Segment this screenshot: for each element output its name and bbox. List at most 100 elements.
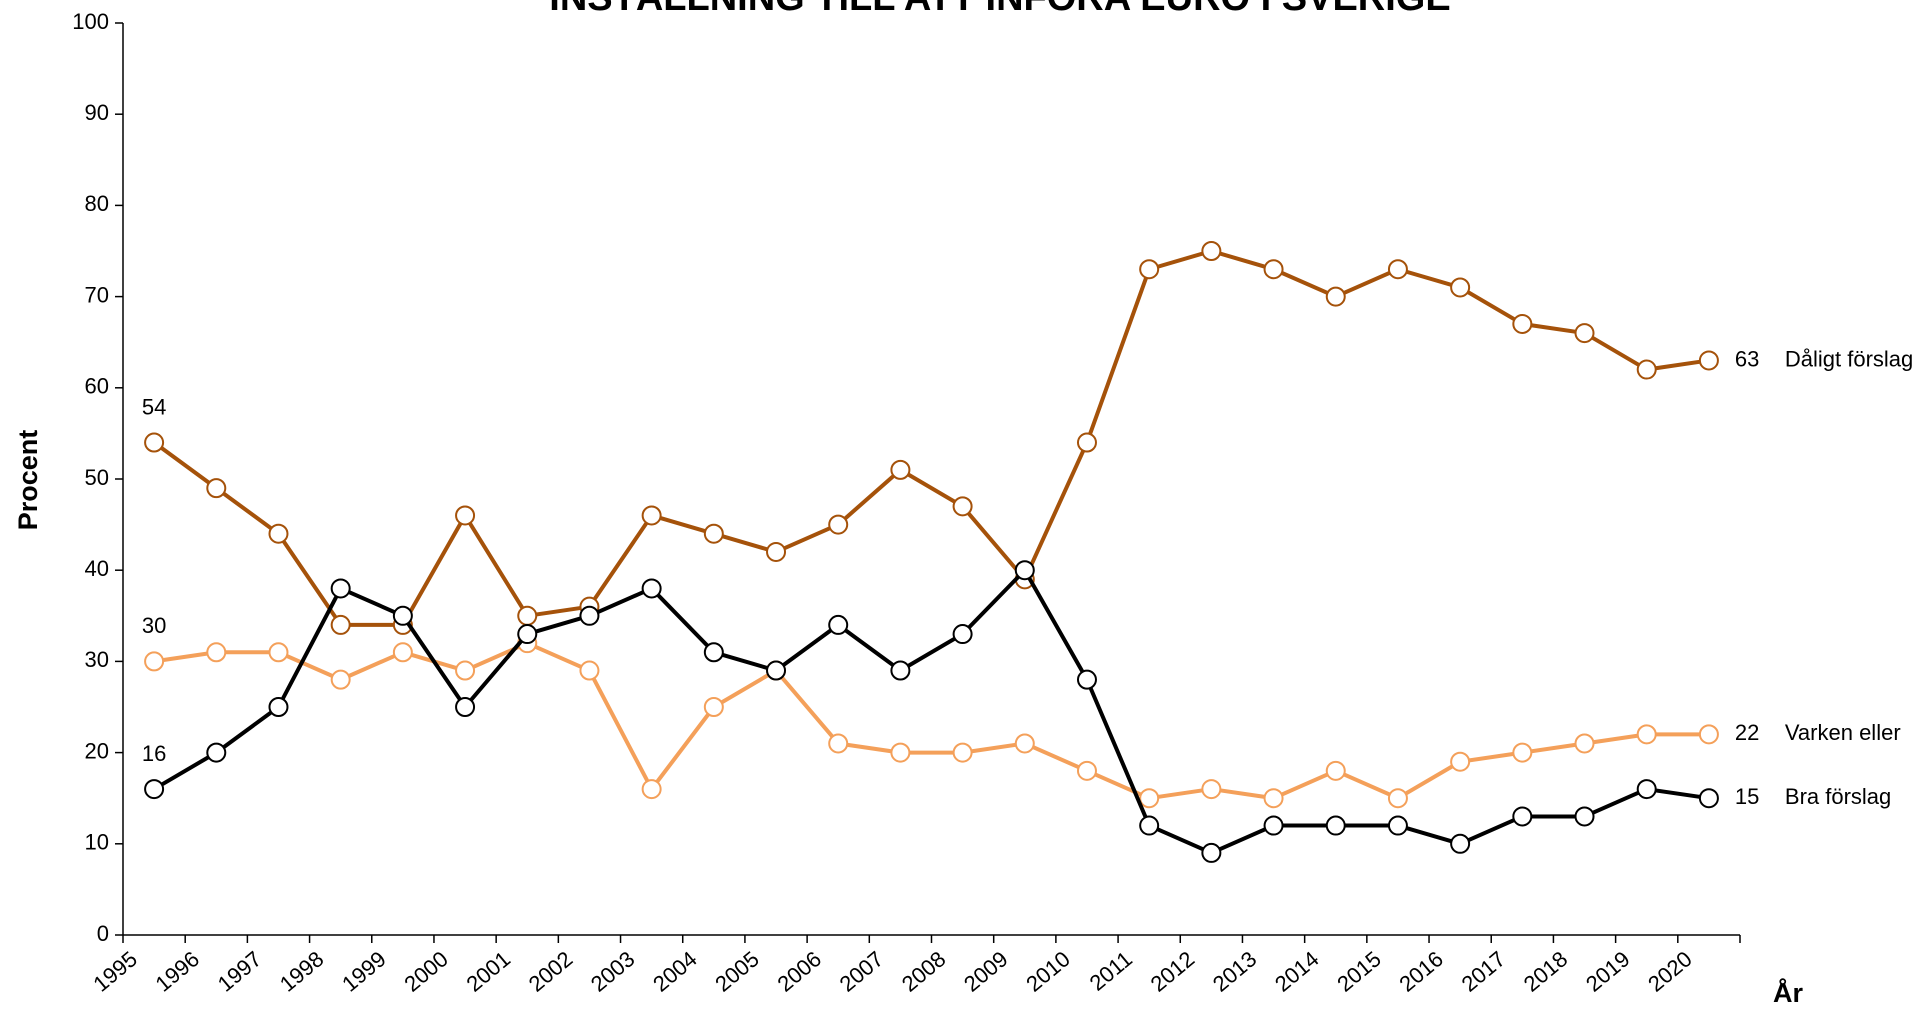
point <box>1263 788 1284 809</box>
point <box>455 660 476 681</box>
point <box>1698 788 1719 809</box>
point <box>1450 751 1471 772</box>
x-tick-label: 2005 <box>710 946 764 997</box>
x-tick-label: 2004 <box>648 946 702 997</box>
point <box>1076 760 1097 781</box>
y-tick-label: 60 <box>85 374 109 399</box>
value-label: 22 <box>1735 720 1759 745</box>
y-tick-label: 10 <box>85 830 109 855</box>
point <box>1014 560 1035 581</box>
point <box>641 505 662 526</box>
point <box>1076 669 1097 690</box>
x-tick-label: 2003 <box>586 946 640 997</box>
x-tick-label: 1998 <box>275 946 329 997</box>
x-tick-label: 2011 <box>1085 946 1137 996</box>
point <box>1574 323 1595 344</box>
point <box>517 624 538 645</box>
point <box>1201 779 1222 800</box>
point <box>952 624 973 645</box>
point <box>268 642 289 663</box>
point <box>766 541 787 562</box>
point <box>1698 724 1719 745</box>
point <box>890 660 911 681</box>
y-tick-label: 30 <box>85 647 109 672</box>
legend-label: Bra förslag <box>1785 784 1891 809</box>
x-axis-title: År <box>1773 977 1803 1008</box>
x-tick-label: 2007 <box>835 946 889 997</box>
point <box>1139 815 1160 836</box>
x-tick-label: 1995 <box>88 946 142 997</box>
point <box>392 642 413 663</box>
point <box>144 779 165 800</box>
point <box>1574 733 1595 754</box>
x-tick-label: 2013 <box>1208 946 1262 997</box>
point <box>1201 241 1222 261</box>
point <box>1636 724 1657 745</box>
x-tick-label: 2002 <box>524 946 578 997</box>
point <box>579 605 600 626</box>
point <box>828 514 849 535</box>
point <box>641 779 662 800</box>
point <box>1325 760 1346 781</box>
x-tick-label: 2009 <box>959 946 1013 997</box>
point <box>268 697 289 717</box>
point <box>579 660 600 681</box>
y-tick-label: 0 <box>97 921 109 946</box>
x-tick-label: 1999 <box>337 946 391 997</box>
point <box>330 614 351 635</box>
point <box>890 742 911 763</box>
value-label: 54 <box>142 394 166 419</box>
point <box>206 742 227 763</box>
point <box>1698 350 1719 371</box>
y-tick-label: 80 <box>85 191 109 216</box>
point <box>1450 277 1471 298</box>
x-tick-label: 2001 <box>462 946 516 997</box>
series-line <box>152 249 1710 627</box>
point <box>1325 286 1346 307</box>
point <box>455 505 476 526</box>
point <box>703 697 724 717</box>
point <box>703 523 724 544</box>
point <box>1201 842 1222 863</box>
x-tick-label: 2000 <box>399 946 453 997</box>
point <box>1014 733 1035 754</box>
x-tick-label: 2014 <box>1270 946 1324 997</box>
point <box>1574 806 1595 827</box>
point <box>330 669 351 690</box>
point <box>890 459 911 480</box>
point <box>1636 779 1657 800</box>
point <box>1139 259 1160 280</box>
x-tick-label: 2010 <box>1021 946 1075 997</box>
chart-title: INSTÄLLNING TILL ATT INFÖRA EURO I SVERI… <box>549 0 1450 19</box>
point <box>1512 742 1533 763</box>
x-tick-label: 2016 <box>1394 946 1448 997</box>
legend-label: Varken eller <box>1785 720 1901 745</box>
x-tick-label: 2006 <box>772 946 826 997</box>
value-label: 15 <box>1735 784 1759 809</box>
point <box>828 733 849 754</box>
legend-label: Dåligt förslag <box>1785 346 1913 371</box>
point <box>206 478 227 499</box>
point <box>392 605 413 626</box>
point <box>144 432 165 453</box>
x-tick-label: 1997 <box>213 946 267 997</box>
point <box>1387 788 1408 809</box>
x-tick-label: 2019 <box>1581 946 1635 997</box>
point <box>144 651 165 672</box>
point <box>268 523 289 544</box>
value-label: 63 <box>1735 346 1759 371</box>
point <box>1076 432 1097 453</box>
x-tick-label: 2012 <box>1146 946 1200 997</box>
point <box>1263 815 1284 836</box>
point <box>828 614 849 635</box>
x-tick-label: 2018 <box>1519 946 1573 997</box>
y-axis-title: Procent <box>13 430 43 531</box>
point <box>1636 359 1657 380</box>
y-tick-label: 70 <box>85 282 109 307</box>
y-tick-label: 20 <box>85 738 109 763</box>
x-tick-label: 1996 <box>151 946 205 997</box>
point <box>703 642 724 663</box>
point <box>1512 806 1533 827</box>
y-tick-label: 100 <box>72 9 109 34</box>
value-label: 16 <box>142 741 166 766</box>
